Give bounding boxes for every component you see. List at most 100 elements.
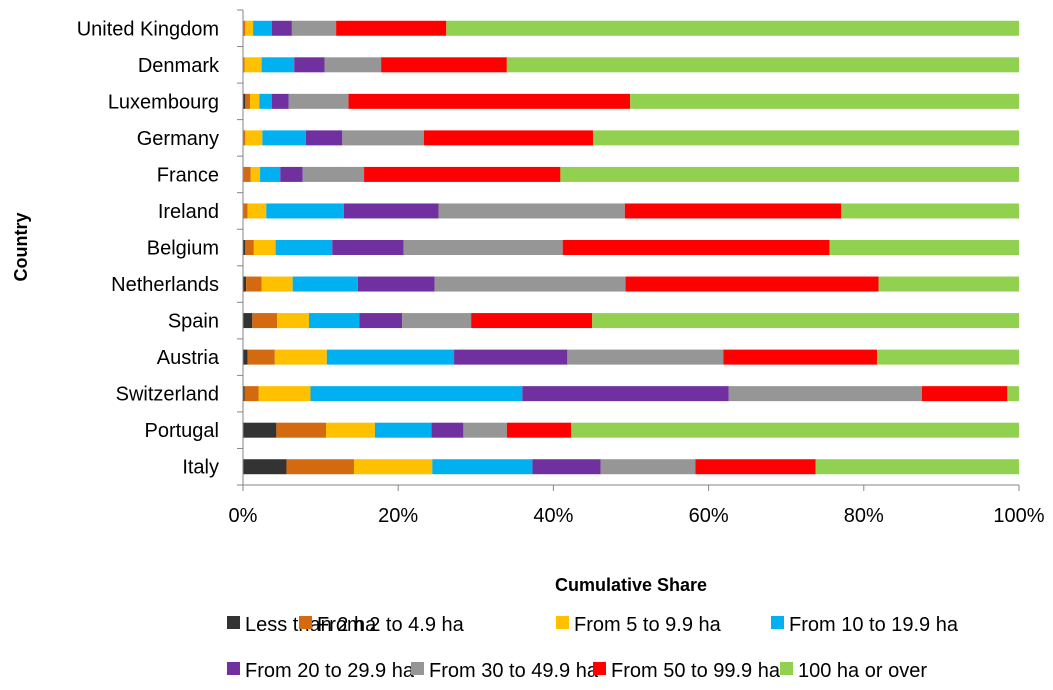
bar-segment (332, 240, 404, 255)
bar-segment (432, 459, 533, 475)
bar-segment (252, 313, 278, 329)
bar-segment (308, 313, 360, 329)
x-tick-label: 20% (378, 505, 418, 527)
bar-segment (243, 459, 287, 475)
legend-swatch (593, 662, 606, 675)
bar-segment (280, 166, 303, 182)
bar-segment (695, 459, 816, 475)
bar-segment (532, 459, 601, 475)
bar-segment (600, 459, 696, 475)
bar-segment (348, 93, 631, 109)
bar-segment (243, 93, 246, 109)
x-tick-label: 100% (993, 505, 1044, 527)
bar-segment (423, 130, 593, 146)
bar-segment (271, 93, 289, 109)
bar-segment (274, 349, 327, 365)
bar-segment (522, 386, 729, 402)
bar-segment (244, 386, 259, 402)
x-tick-label: 80% (844, 505, 884, 527)
bar-segment (260, 166, 281, 182)
bar-segment (261, 276, 293, 292)
bar-segment (244, 57, 262, 73)
bar-segment (463, 422, 507, 438)
bar-segment (243, 240, 246, 255)
bar-segment (353, 459, 433, 475)
bar-segment (243, 130, 246, 146)
bar-segment (364, 166, 561, 182)
bar-segment (381, 57, 507, 73)
category-label: Austria (157, 347, 220, 369)
bar-segment (1007, 386, 1019, 402)
bar-segment (250, 166, 261, 182)
bar-segment (723, 349, 877, 365)
bar-segment (243, 57, 245, 73)
category-label: France (157, 164, 219, 186)
legend-swatch (780, 662, 793, 675)
bar-segment (438, 203, 625, 219)
bar-segment (271, 20, 292, 36)
bar-segment (245, 93, 250, 109)
category-label: Germany (137, 128, 219, 150)
category-label: Ireland (158, 201, 219, 223)
bar-segment (454, 349, 568, 365)
bar-segment (878, 276, 1019, 292)
bar-segment (302, 166, 365, 182)
x-tick-labels: 0% 20% 40% 60% 80% 100% (229, 505, 1045, 527)
bar-segment (567, 349, 724, 365)
bar-segment (571, 422, 1019, 438)
bar-segment (403, 240, 563, 255)
bar-segment (243, 166, 251, 182)
bar-segment (630, 93, 1019, 109)
bar-segment (243, 20, 246, 36)
bar-segment (560, 166, 1019, 182)
bar-segment (562, 240, 830, 255)
bar-segment (592, 313, 1019, 329)
bar-segment (310, 386, 523, 402)
legend-swatch (227, 662, 240, 675)
x-tick-label: 60% (689, 505, 729, 527)
bar-segment (294, 57, 325, 73)
bar-segment (247, 349, 275, 365)
legend-label: From 2 to 4.9 ha (317, 614, 465, 636)
bar-segment (402, 313, 472, 329)
bar-segment (249, 93, 260, 109)
legend-swatch (411, 662, 424, 675)
legend-swatch (556, 616, 569, 629)
legend-swatch (771, 616, 784, 629)
bar-segment (292, 276, 358, 292)
bar-segment (841, 203, 1019, 219)
bar-segment (243, 386, 245, 402)
bar-segment (342, 130, 424, 146)
bar-segment (261, 57, 295, 73)
category-label: Luxembourg (108, 91, 219, 113)
bar-segment (815, 459, 1019, 475)
bar-segment (247, 203, 267, 219)
category-label: Spain (168, 311, 219, 333)
bar-segment (446, 20, 1019, 36)
bar-segment (288, 93, 349, 109)
bar-segment (246, 276, 262, 292)
bar-segment (624, 203, 842, 219)
bar-segment (262, 130, 306, 146)
legend-label: From 10 to 19.9 ha (789, 614, 959, 636)
bar-segment (253, 240, 276, 255)
bar-segment (506, 57, 1020, 73)
bar-segment (431, 422, 464, 438)
category-label: Denmark (138, 55, 220, 77)
bar-segment (374, 422, 432, 438)
category-label: Netherlands (111, 274, 219, 296)
category-label: Switzerland (116, 384, 219, 406)
legend-label: From 30 to 49.9 ha (429, 660, 599, 682)
bar-segment (259, 93, 272, 109)
bar-segment (286, 459, 354, 475)
bar-segment (326, 349, 455, 365)
bar-segment (253, 20, 272, 36)
bar-segment (243, 313, 253, 329)
bar-segment (324, 57, 382, 73)
bar-segment (245, 130, 263, 146)
bar-segment (243, 422, 277, 438)
bar-segment (357, 276, 435, 292)
bar-segment (291, 20, 337, 36)
axes-group (237, 9, 1020, 491)
